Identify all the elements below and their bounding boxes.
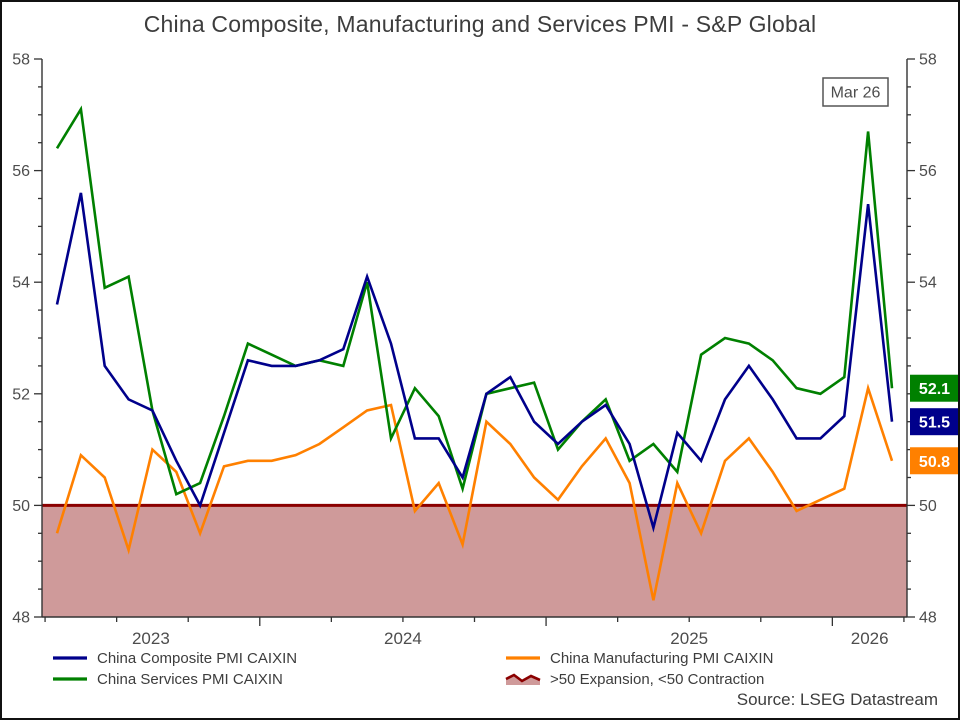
- manufacturing-line-swatch-icon: [506, 656, 540, 660]
- legend-label-services: China Services PMI CAIXIN: [97, 670, 283, 688]
- axis-label: 52: [12, 386, 30, 403]
- legend-column-left: China Composite PMI CAIXIN China Service…: [52, 648, 297, 689]
- axis-label: 2024: [384, 629, 422, 648]
- axis-label: 54: [12, 275, 30, 292]
- series-line-services: [55, 105, 894, 497]
- axis-label: 58: [919, 52, 937, 69]
- axis-label: 56: [919, 163, 937, 180]
- legend-item-services: China Services PMI CAIXIN: [52, 669, 297, 689]
- last-value-box-manufacturing: [910, 447, 958, 475]
- axis-label: 50.8: [919, 454, 950, 471]
- axis-label: 48: [919, 610, 937, 627]
- composite-line-swatch-icon: [53, 656, 87, 660]
- axis-label: 48: [12, 610, 30, 627]
- source-attribution: Source: LSEG Datastream: [736, 690, 938, 709]
- legend-column-right: China Manufacturing PMI CAIXIN >50 Expan…: [505, 648, 773, 689]
- axis-label: 50: [12, 498, 30, 515]
- axis-label: 50: [919, 498, 937, 515]
- axis-label: 2026: [851, 629, 889, 648]
- axis-label: 51.5: [919, 415, 950, 432]
- legend-item-composite: China Composite PMI CAIXIN: [52, 648, 297, 668]
- legend-label-manufacturing: China Manufacturing PMI CAIXIN: [550, 649, 774, 667]
- expansion-contraction-swatch-icon: [505, 673, 541, 685]
- services-line-swatch-icon: [53, 677, 87, 681]
- axis-label: 52.1: [919, 381, 950, 398]
- last-value-box-composite: [910, 408, 958, 436]
- legend-item-expansion-zone: >50 Expansion, <50 Contraction: [505, 669, 773, 689]
- axis-label: 58: [12, 52, 30, 69]
- axis-label: 2025: [670, 629, 708, 648]
- legend-item-manufacturing: China Manufacturing PMI CAIXIN: [505, 648, 773, 668]
- chart-title: China Composite, Manufacturing and Servi…: [143, 11, 817, 37]
- axis-label: Mar 26: [831, 85, 881, 102]
- axis-label: 54: [919, 275, 937, 292]
- last-value-box-services: [910, 374, 958, 402]
- last-date-annotation-box: [822, 77, 889, 107]
- axis-label: 2023: [132, 629, 170, 648]
- legend-label-expansion-zone: >50 Expansion, <50 Contraction: [550, 670, 765, 688]
- contraction-shade-zone: [42, 505, 907, 617]
- legend-label-composite: China Composite PMI CAIXIN: [97, 649, 298, 667]
- series-line-composite: [55, 192, 894, 533]
- axis-label: 56: [12, 163, 30, 180]
- series-line-manufacturing: [55, 383, 894, 601]
